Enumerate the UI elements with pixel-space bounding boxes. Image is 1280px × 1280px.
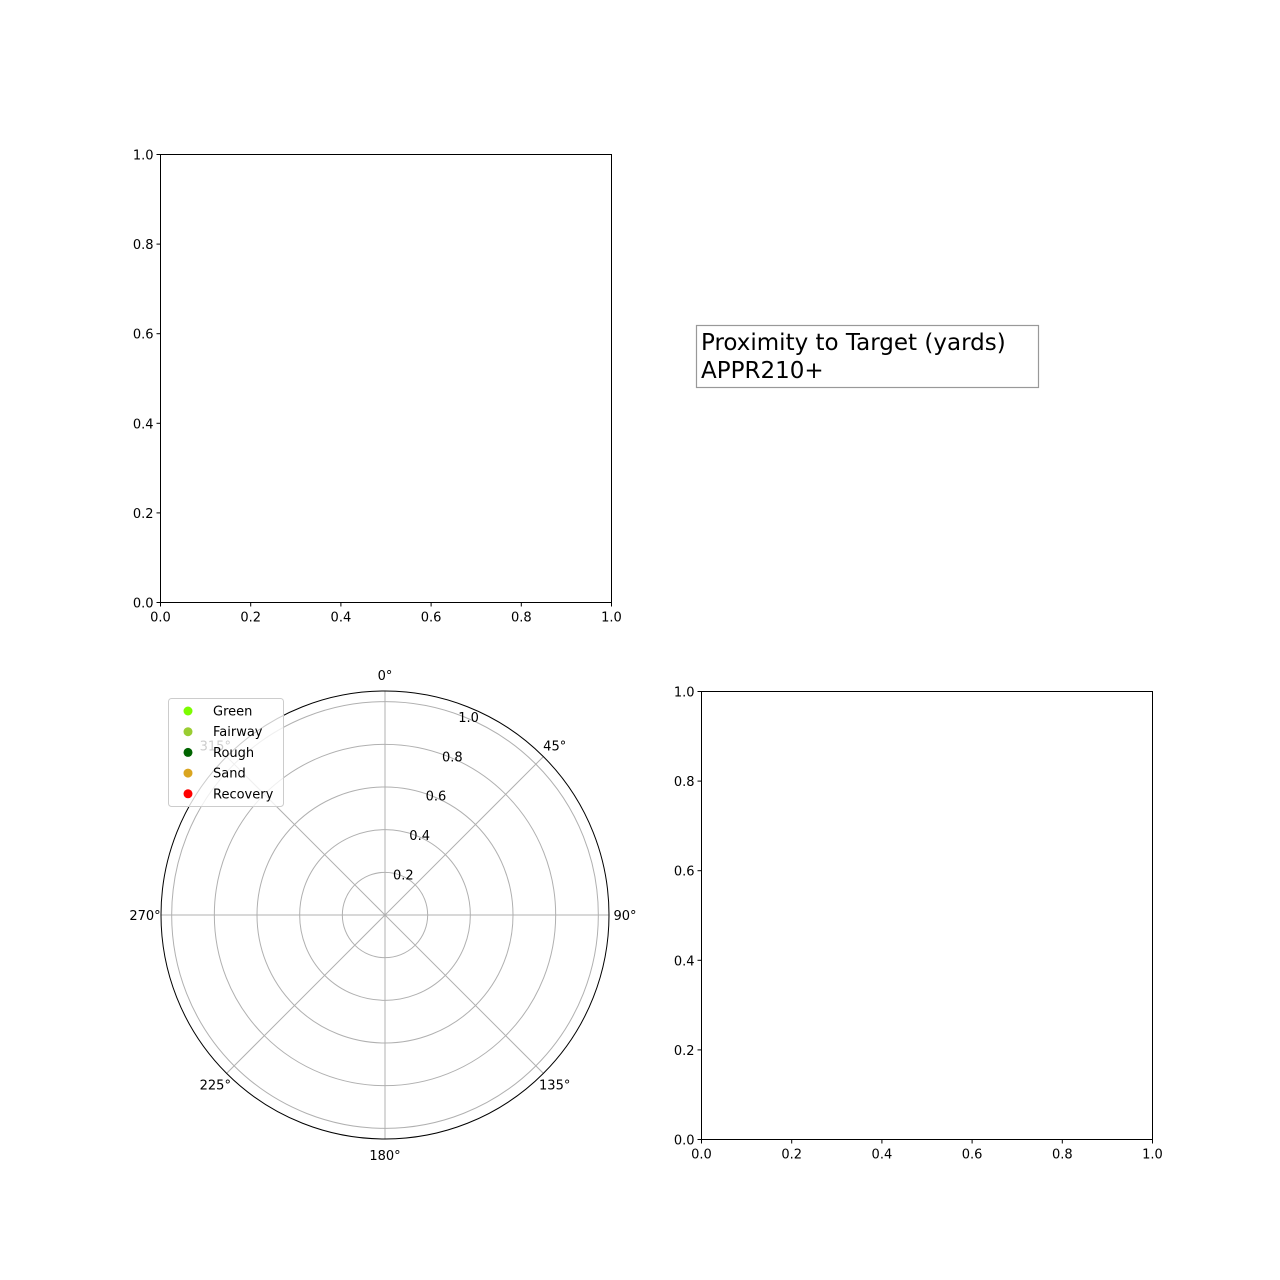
legend-label: Green [213, 705, 252, 720]
r-tick-label: 0.4 [409, 829, 430, 844]
y-tick-label: 0.6 [133, 328, 154, 343]
legend-label: Fairway [213, 725, 263, 740]
y-tick-label: 1.0 [674, 686, 695, 701]
theta-grid-line [226, 914, 386, 1074]
polar-frame [160, 690, 610, 1140]
axes-top-left: 0.0 0.2 0.4 0.6 0.8 1.0 0.0 0.2 0.4 0.6 0.8 1.0 [133, 149, 622, 626]
r-tick-label: 1.0 [458, 711, 479, 726]
y-tick-label: 1.0 [133, 149, 154, 164]
r-tick-label: 0.2 [393, 869, 414, 884]
x-tick-label: 1.0 [1142, 1148, 1163, 1163]
axes-polar: 0.2 0.4 0.6 0.8 1.0 0° 45° 90° 135° 180° 225° 270°… [129, 669, 636, 1164]
x-tick-label: 0.6 [962, 1148, 983, 1163]
y-tick-label: 0.6 [674, 865, 695, 880]
y-tick-label: 0.2 [674, 1044, 695, 1059]
legend-label: Recovery [213, 787, 274, 802]
y-tick-label: 0.8 [133, 238, 154, 253]
x-tick-label: 0.8 [1052, 1148, 1073, 1163]
y-tick-label: 0.0 [133, 597, 154, 612]
legend-marker [183, 706, 193, 716]
axes-frame [701, 691, 1153, 1140]
theta-tick-label: 45° [543, 739, 566, 754]
legend-frame [168, 698, 284, 807]
y-tick-label: 0.0 [674, 1134, 695, 1149]
y-tick-label: 0.4 [674, 954, 695, 969]
axes-bottom-right: 0.0 0.2 0.4 0.6 0.8 1.0 0.0 0.2 0.4 0.6 0.8 1.0 [674, 686, 1163, 1163]
legend-marker [183, 768, 193, 778]
x-tick-label: 0.0 [150, 611, 171, 626]
theta-tick-label: 90° [613, 909, 636, 924]
x-tick-label: 0.4 [872, 1148, 893, 1163]
proximity-title-box: Proximity to Target (yards) APPR210+ [695, 324, 1040, 389]
legend: Green Fairway Rough Sand Recovery [168, 698, 284, 807]
legend-label: Sand [213, 767, 246, 782]
theta-tick-label: 225° [200, 1079, 231, 1094]
x-tick-label: 1.0 [601, 611, 622, 626]
legend-marker [183, 789, 193, 799]
y-tick-label: 0.8 [674, 775, 695, 790]
title-line-1: Proximity to Target (yards) [701, 330, 1006, 356]
theta-tick-label: 0° [378, 669, 393, 684]
axes-frame [160, 154, 612, 603]
r-tick-label: 0.6 [426, 790, 447, 805]
theta-tick-label: 135° [539, 1079, 570, 1094]
y-tick-label: 0.4 [133, 417, 154, 432]
x-tick-label: 0.8 [511, 611, 532, 626]
x-tick-label: 0.2 [781, 1148, 802, 1163]
r-tick-label: 0.8 [442, 750, 463, 765]
legend-marker [183, 747, 193, 757]
title-line-2: APPR210+ [701, 358, 824, 384]
legend-label: Rough [213, 746, 254, 761]
x-tick-label: 0.4 [331, 611, 352, 626]
y-tick-label: 0.2 [133, 507, 154, 522]
theta-tick-label: 270° [129, 909, 160, 924]
x-tick-label: 0.6 [421, 611, 442, 626]
legend-marker [183, 727, 193, 737]
x-tick-label: 0.2 [240, 611, 261, 626]
theta-grid-line [384, 756, 544, 916]
theta-tick-label: 180° [369, 1149, 400, 1164]
x-tick-label: 0.0 [691, 1148, 712, 1163]
theta-grid-line [384, 914, 544, 1074]
title-box-frame [695, 324, 1040, 389]
